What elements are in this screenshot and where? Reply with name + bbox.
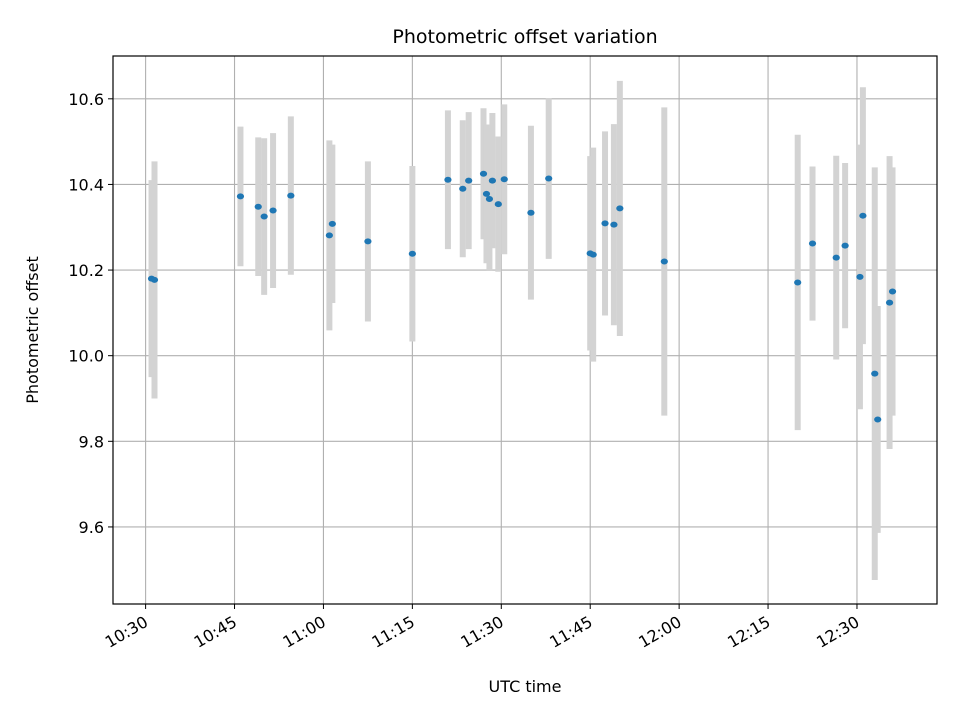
data-point [545,175,553,182]
data-point [794,279,802,286]
data-point [482,190,491,197]
chart-title: Photometric offset variation [392,26,657,48]
data-point [885,299,894,306]
data-point [841,242,849,249]
data-point [859,212,867,219]
y-tick-label: 9.8 [79,432,104,451]
y-axis-label: Photometric offset [23,256,42,404]
y-tick-label: 9.6 [79,518,104,537]
data-point [832,254,840,261]
y-tick-label: 10.4 [68,175,104,194]
data-point [408,250,416,257]
data-point [601,220,609,227]
data-point [871,370,879,377]
data-point [808,240,817,247]
y-tick-label: 10.0 [68,347,104,366]
plot-frame [112,55,938,605]
data-point [888,288,897,295]
data-point [488,177,496,184]
data-point [260,213,268,220]
data-point [610,221,618,228]
data-point [236,193,245,200]
data-point [269,207,277,214]
data-point [254,203,262,210]
data-point [364,238,372,245]
x-axis-label: UTC time [489,677,562,696]
y-axis: 9.6 9.8 10.0 10.2 10.4 10.6 [68,90,113,537]
data-point [874,416,882,423]
data-point [150,276,159,283]
y-tick-label: 10.6 [68,90,104,109]
data-point [494,201,502,208]
data-point [325,232,333,239]
y-tick-label: 10.2 [68,261,104,280]
data-point [485,195,494,202]
data-point [444,176,452,183]
data-point [589,251,597,258]
data-point [616,205,624,212]
data-point [660,258,668,265]
data-point [500,176,508,183]
data-point [856,273,864,280]
data-point [287,192,295,199]
data-point [459,185,467,192]
data-point [527,209,535,216]
data-point [479,170,488,177]
data-point [328,220,336,227]
data-point [465,177,473,184]
data-points [147,170,897,423]
